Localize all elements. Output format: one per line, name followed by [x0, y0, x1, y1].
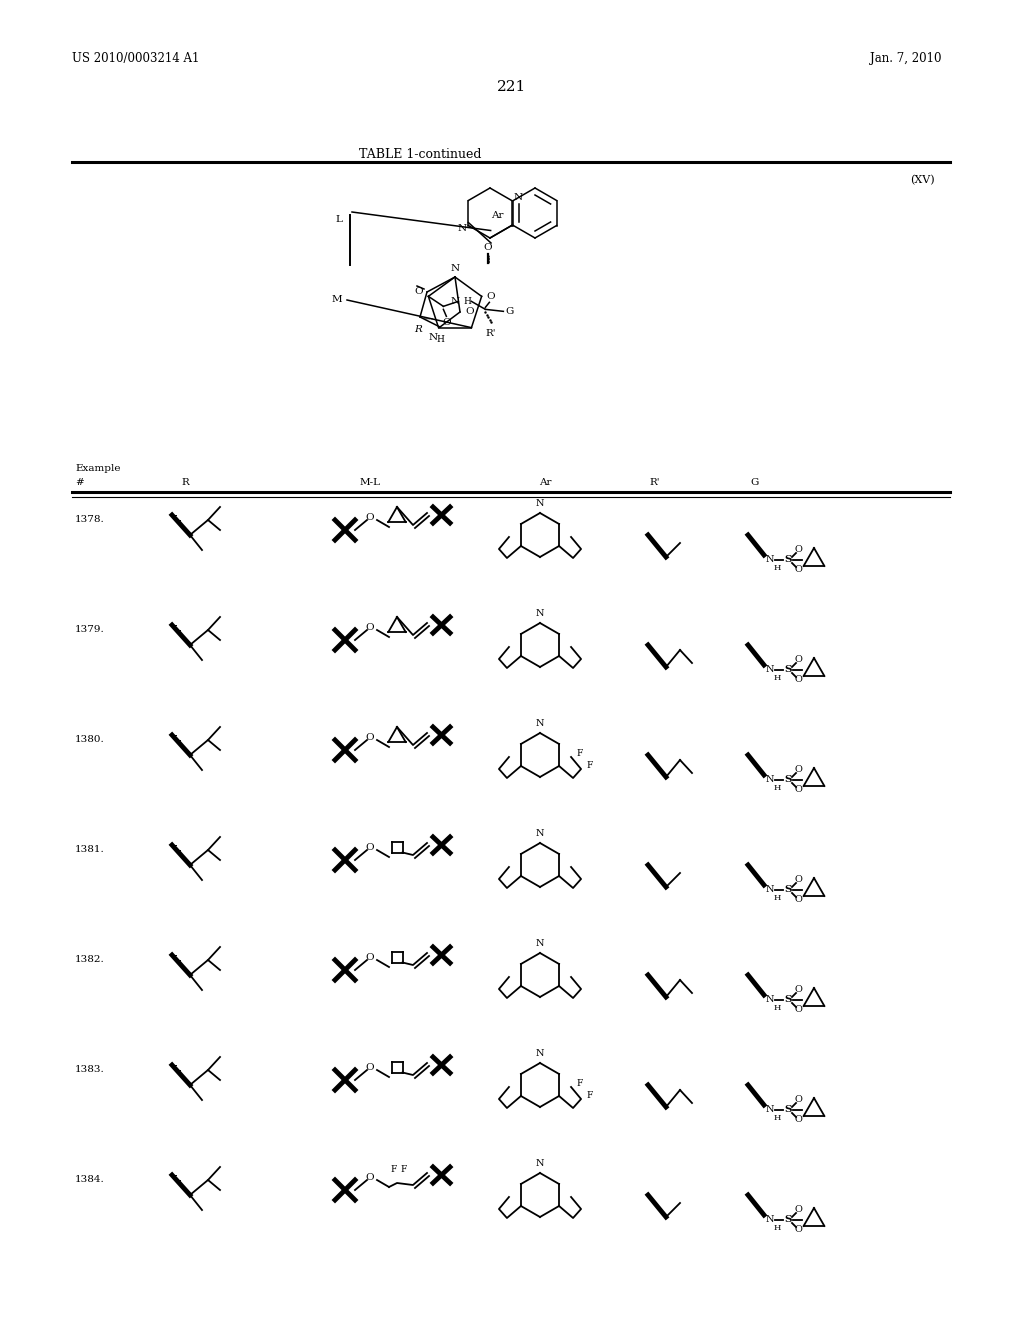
Text: H: H: [773, 784, 780, 792]
Text: O: O: [794, 676, 802, 685]
Text: F: F: [400, 1164, 408, 1173]
Text: N: N: [514, 193, 523, 202]
Text: O: O: [794, 785, 802, 795]
Text: H: H: [773, 1005, 780, 1012]
Text: N: N: [766, 886, 774, 895]
Text: Example: Example: [75, 465, 121, 473]
Text: G: G: [751, 478, 759, 487]
Text: F: F: [586, 762, 593, 771]
Text: N: N: [766, 995, 774, 1005]
Text: N: N: [451, 297, 460, 306]
Text: O: O: [415, 288, 423, 297]
Text: S: S: [784, 1216, 792, 1225]
Text: O: O: [794, 1205, 802, 1214]
Text: O: O: [366, 1172, 375, 1181]
Text: S: S: [784, 665, 792, 675]
Text: N: N: [536, 1049, 544, 1059]
Text: N: N: [536, 499, 544, 508]
Text: US 2010/0003214 A1: US 2010/0003214 A1: [72, 51, 200, 65]
Text: O: O: [442, 318, 451, 327]
Text: 1384.: 1384.: [75, 1175, 104, 1184]
Text: L: L: [335, 215, 342, 224]
Text: TABLE 1-continued: TABLE 1-continued: [358, 148, 481, 161]
Text: O: O: [366, 512, 375, 521]
Text: O: O: [366, 842, 375, 851]
Text: N: N: [766, 1216, 774, 1225]
Text: N: N: [766, 1106, 774, 1114]
Text: R: R: [181, 478, 188, 487]
Text: F: F: [586, 1092, 593, 1101]
Text: F: F: [577, 1080, 583, 1089]
Text: N: N: [536, 829, 544, 838]
Text: S: S: [784, 1106, 792, 1114]
Text: M-L: M-L: [359, 478, 381, 487]
Text: O: O: [366, 733, 375, 742]
Text: F: F: [577, 750, 583, 759]
Text: O: O: [366, 953, 375, 961]
Text: O: O: [366, 1063, 375, 1072]
Text: Ar: Ar: [492, 210, 504, 219]
Text: O: O: [794, 875, 802, 884]
Text: O: O: [366, 623, 375, 631]
Text: H: H: [773, 564, 780, 572]
Text: R': R': [650, 478, 660, 487]
Text: O: O: [794, 986, 802, 994]
Text: R: R: [414, 325, 422, 334]
Text: O: O: [465, 308, 474, 317]
Text: 1379.: 1379.: [75, 624, 104, 634]
Text: O: O: [483, 243, 493, 252]
Text: N: N: [428, 333, 437, 342]
Text: S: S: [784, 995, 792, 1005]
Text: R': R': [485, 330, 496, 338]
Text: 1382.: 1382.: [75, 954, 104, 964]
Text: N: N: [536, 939, 544, 948]
Text: O: O: [794, 1225, 802, 1234]
Text: N: N: [766, 556, 774, 565]
Text: O: O: [794, 895, 802, 904]
Text: H: H: [773, 1114, 780, 1122]
Text: S: S: [784, 776, 792, 784]
Text: N: N: [451, 264, 460, 273]
Text: S: S: [784, 886, 792, 895]
Text: O: O: [794, 656, 802, 664]
Text: O: O: [794, 1096, 802, 1105]
Text: H: H: [436, 335, 444, 345]
Text: O: O: [794, 565, 802, 574]
Text: N: N: [458, 224, 466, 234]
Text: M: M: [332, 296, 342, 305]
Text: Ar: Ar: [539, 478, 551, 487]
Text: F: F: [391, 1164, 397, 1173]
Text: 1380.: 1380.: [75, 735, 104, 744]
Text: #: #: [75, 478, 84, 487]
Text: S: S: [784, 556, 792, 565]
Text: 1383.: 1383.: [75, 1065, 104, 1074]
Text: N: N: [536, 719, 544, 729]
Text: N: N: [766, 665, 774, 675]
Text: 1381.: 1381.: [75, 845, 104, 854]
Text: O: O: [794, 1006, 802, 1015]
Text: G: G: [506, 306, 514, 315]
Text: H: H: [773, 894, 780, 902]
Text: Jan. 7, 2010: Jan. 7, 2010: [870, 51, 941, 65]
Text: N: N: [536, 609, 544, 618]
Text: 221: 221: [498, 81, 526, 94]
Text: H: H: [773, 1224, 780, 1232]
Text: O: O: [486, 292, 495, 301]
Text: N: N: [766, 776, 774, 784]
Text: H: H: [464, 297, 471, 306]
Text: O: O: [794, 766, 802, 775]
Text: H: H: [773, 675, 780, 682]
Text: N: N: [536, 1159, 544, 1168]
Text: (XV): (XV): [910, 176, 935, 185]
Text: O: O: [794, 1115, 802, 1125]
Text: """": """": [423, 318, 433, 322]
Text: O: O: [794, 545, 802, 554]
Text: 1378.: 1378.: [75, 515, 104, 524]
